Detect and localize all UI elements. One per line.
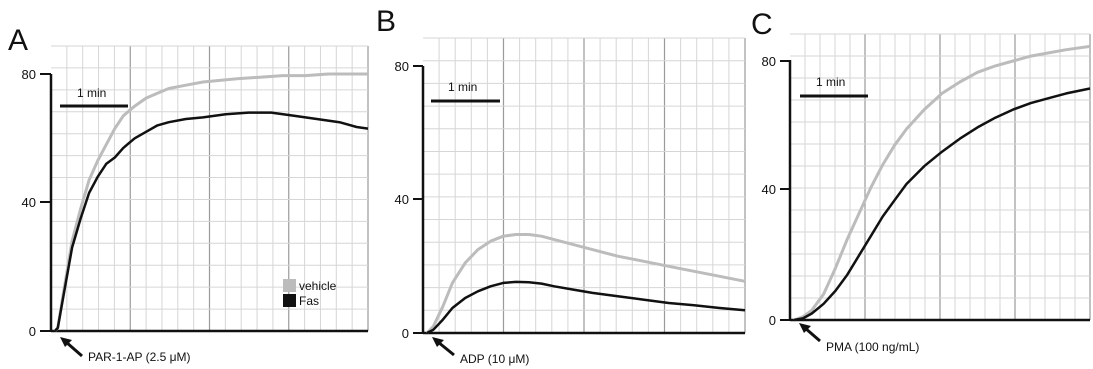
panel-c: C 0 40 80 1 min PMA (100 ng/mL) [751,8,1091,354]
panel-c-series-vehicle [793,44,1091,322]
panel-c-arrow [799,323,821,343]
panel-c-yaxis: 0 40 80 [762,54,1090,328]
panel-a-legend: vehicle Fas [283,279,337,308]
panel-a-scale-bar-label: 1 min [77,86,106,100]
panel-b-arrow [432,337,455,357]
panel-b-series-vehicle [425,233,746,335]
panel-a-ytick-label-0: 0 [29,324,36,339]
panel-a-grid [51,45,369,331]
panel-a-annotation: PAR-1-AP (2.5 μM) [88,350,191,364]
panel-b-series-fas [426,280,746,335]
panel-a-ytick-label-40: 40 [22,195,36,210]
panel-c-letter: C [751,8,773,41]
panel-a-legend-swatch-fas [283,294,296,307]
panel-a-letter: A [8,24,28,57]
panel-b-scale-bar-label: 1 min [448,80,477,94]
panel-c-scale-bar-label: 1 min [816,75,845,89]
panel-a-legend-swatch-vehicle [283,279,296,292]
panel-b: B 0 40 80 1 min ADP (10 μM) [376,5,746,366]
panel-b-ytick-label-0: 0 [402,326,409,341]
panel-a-yaxis: 0 40 80 [22,67,368,339]
panel-b-annotation: ADP (10 μM) [460,352,529,366]
panel-a-series-vehicle [53,72,368,332]
panel-b-ytick-label-40: 40 [395,192,409,207]
panel-c-annotation: PMA (100 ng/mL) [826,340,919,354]
panel-a-arrow [60,337,83,358]
panel-b-yaxis: 0 40 80 [395,59,745,341]
panel-b-letter: B [376,5,396,38]
panel-a: A 0 40 80 1 min vehicle Fas PAR-1-AP (2.… [8,24,369,364]
panel-a-legend-label-fas: Fas [299,294,319,308]
panel-a-legend-label-vehicle: vehicle [299,279,337,293]
panel-a-ytick-label-80: 80 [22,67,36,82]
panel-b-ytick-label-80: 80 [395,59,409,74]
panel-c-ytick-label-0: 0 [769,313,776,328]
panel-c-ytick-label-40: 40 [762,182,776,197]
panel-c-ytick-label-80: 80 [762,54,776,69]
panel-c-series-fas [793,87,1091,322]
panel-a-series-fas [54,111,369,332]
